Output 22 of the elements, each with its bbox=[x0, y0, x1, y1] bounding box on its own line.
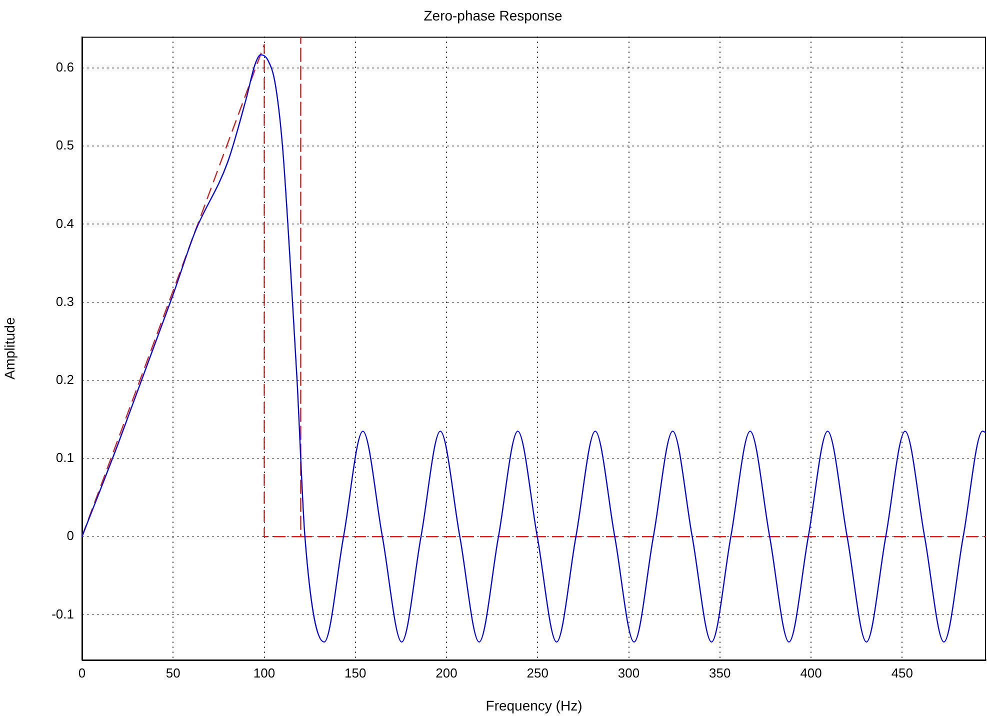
x-tick-label: 250 bbox=[526, 665, 548, 680]
x-tick-label: 0 bbox=[78, 665, 86, 680]
x-tick-label: 350 bbox=[709, 665, 731, 680]
y-tick-label: 0.6 bbox=[56, 60, 74, 75]
x-tick-label: 200 bbox=[436, 665, 458, 680]
y-tick-label: 0 bbox=[66, 528, 74, 544]
y-tick-label: -0.1 bbox=[52, 606, 74, 622]
y-tick-label: 0.3 bbox=[56, 294, 74, 309]
chart-title: Zero-phase Response bbox=[424, 7, 562, 24]
x-tick-label: 100 bbox=[253, 665, 276, 680]
y-tick-label: 0.1 bbox=[56, 450, 74, 466]
y-tick-label: 0.5 bbox=[56, 138, 74, 153]
x-tick-label: 450 bbox=[891, 665, 914, 680]
x-tick-label: 150 bbox=[344, 665, 366, 680]
x-axis-title: Frequency (Hz) bbox=[486, 697, 582, 714]
x-tick-label: 400 bbox=[800, 665, 822, 680]
x-tick-label: 50 bbox=[166, 665, 180, 680]
x-tick-label: 300 bbox=[618, 665, 640, 680]
y-tick-label: 0.4 bbox=[56, 216, 74, 231]
line-series bbox=[82, 54, 986, 643]
y-tick-label: 0.2 bbox=[56, 372, 74, 387]
y-axis-title: Amplitude bbox=[1, 317, 18, 380]
